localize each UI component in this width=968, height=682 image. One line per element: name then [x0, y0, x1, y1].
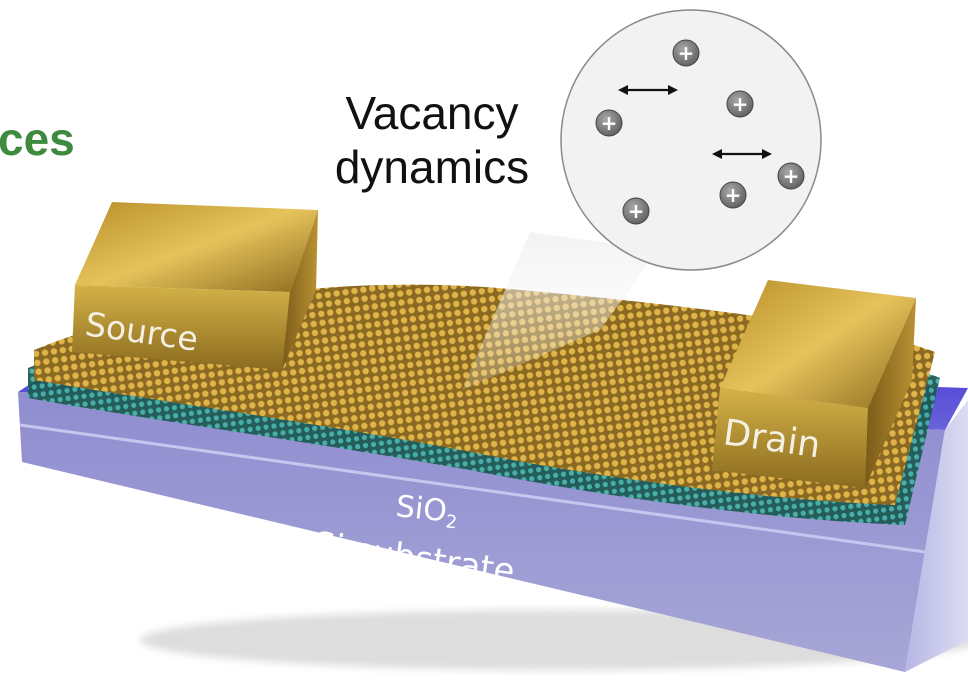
vacancy-symbol: + — [628, 199, 645, 223]
vacancy-symbol: + — [601, 111, 618, 135]
source-front-face — [72, 285, 290, 370]
vacancy-5: + — [719, 181, 747, 209]
oxide-subscript: 2 — [445, 511, 459, 533]
oxide-label-text: SiO — [394, 489, 448, 529]
oxide-interface-line — [19, 423, 926, 554]
vacancy-symbol: + — [732, 92, 749, 116]
source-side-face — [282, 210, 318, 370]
vacancy-symbol: + — [678, 41, 695, 65]
vacancy-symbol: + — [725, 183, 742, 207]
vacancy-3: + — [595, 109, 623, 137]
partial-title: ces — [0, 113, 75, 165]
source-electrode: Source — [72, 202, 318, 370]
source-top-face — [75, 202, 318, 292]
hop-arrow-1 — [618, 85, 678, 95]
vacancy-inset: + + + + + + — [560, 9, 822, 271]
vacancy-dynamics-label: Vacancy dynamics — [302, 86, 562, 194]
substrate-side-face — [905, 400, 968, 672]
drain-front-face — [712, 388, 868, 488]
vacancy-label-line2: dynamics — [334, 141, 530, 193]
vacancy-1: + — [672, 39, 700, 67]
oxide-label: SiO2 — [394, 489, 460, 533]
vacancy-6: + — [622, 197, 650, 225]
zoom-beam — [462, 232, 658, 390]
vacancy-4: + — [777, 162, 805, 190]
hop-arrow-2 — [712, 149, 772, 159]
drain-electrode: Drain — [712, 280, 916, 488]
vacancy-2: + — [726, 90, 754, 118]
vacancy-label-line1: Vacancy — [345, 87, 519, 139]
drain-top-face — [720, 280, 916, 408]
vacancy-symbol: + — [783, 164, 800, 188]
drain-side-face — [865, 298, 916, 488]
